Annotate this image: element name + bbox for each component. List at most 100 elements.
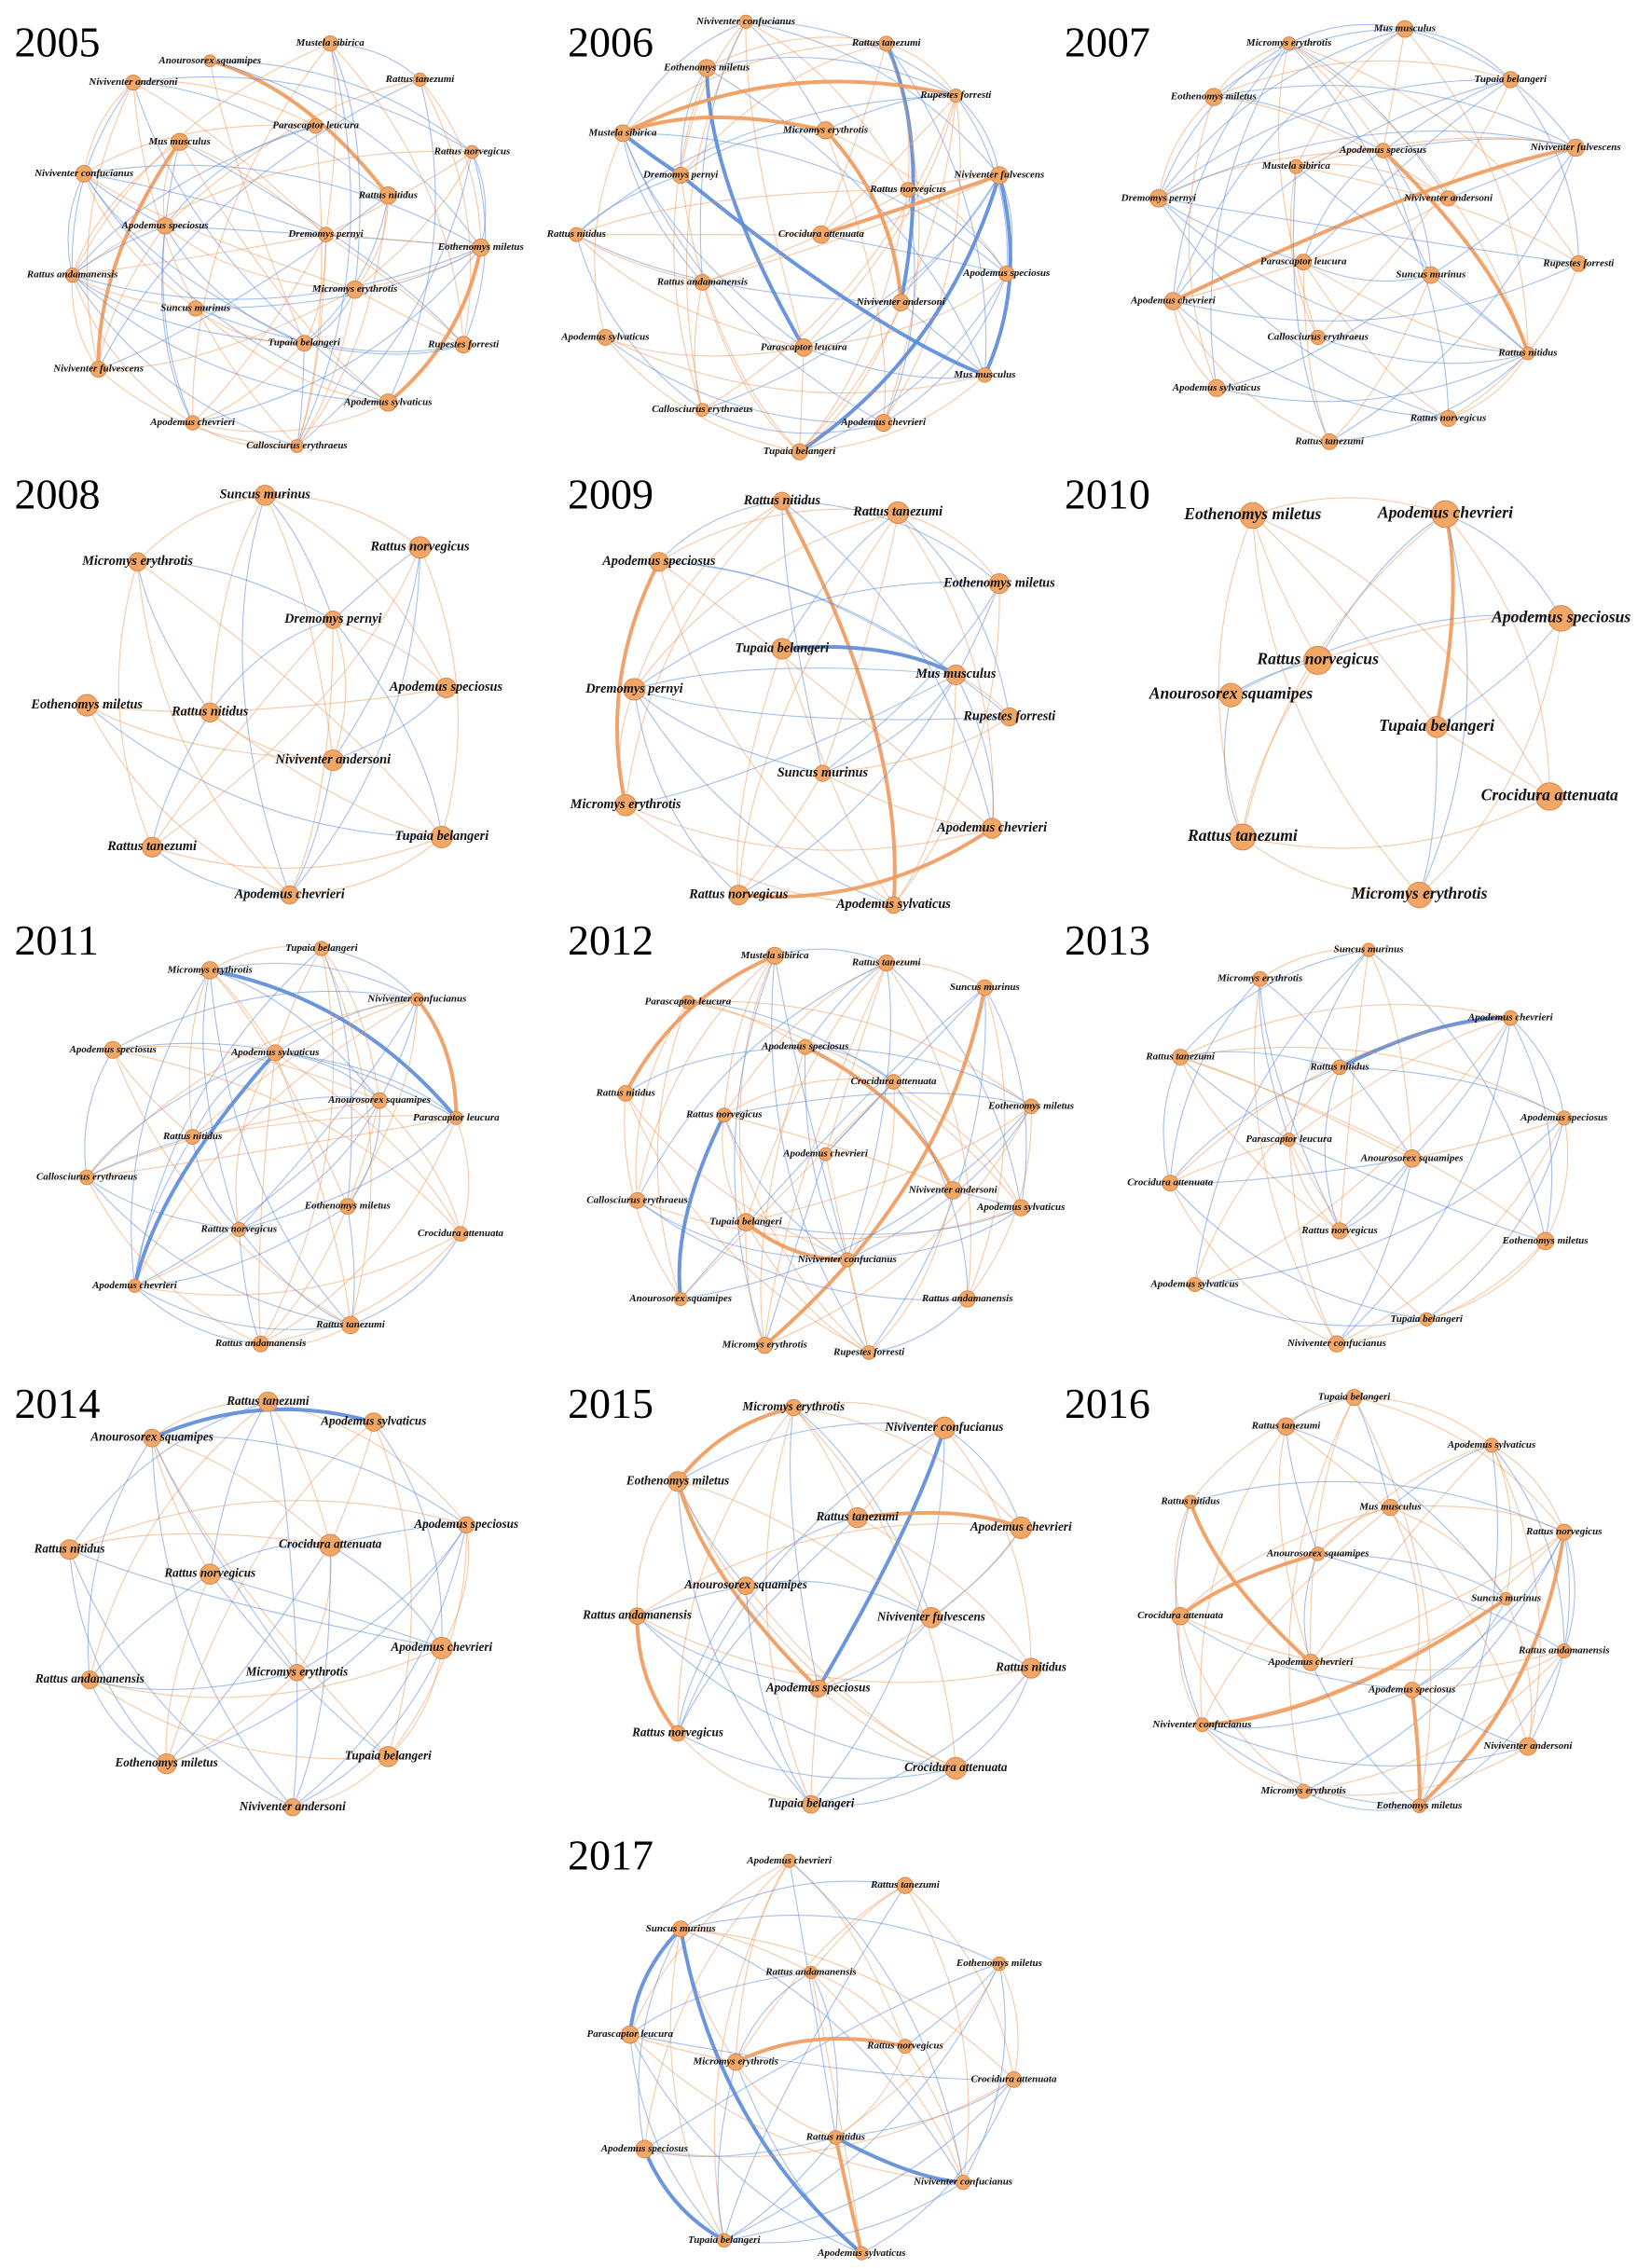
node-label: Apodemus chevrieri (1268, 1656, 1355, 1668)
node-label: Rupestes forresti (832, 1347, 905, 1358)
node-label: Rattus tanezumi (852, 504, 942, 519)
edge (1491, 1445, 1541, 1747)
edge (883, 43, 920, 423)
node-label: Apodemus speciosus (761, 1041, 848, 1052)
edge (706, 67, 985, 376)
edge (1194, 1117, 1565, 1285)
edge (137, 561, 443, 838)
node (694, 273, 711, 291)
edge (1242, 795, 1550, 849)
node (932, 1416, 956, 1439)
edge (1329, 352, 1529, 443)
node-label: Niviventer fulvescens (876, 1609, 985, 1623)
edge (1158, 198, 1579, 265)
node (267, 1044, 284, 1062)
edge (818, 1616, 932, 1689)
edge (834, 2136, 964, 2185)
node-label: Niviventer confucianus (1151, 1719, 1251, 1730)
edge (86, 1100, 380, 1178)
node (75, 165, 93, 183)
node (296, 335, 313, 352)
edge (1419, 618, 1562, 896)
node (128, 1279, 142, 1293)
edge (1213, 28, 1405, 98)
edges (1174, 1396, 1575, 1811)
edge (239, 1117, 457, 1230)
edge (209, 1574, 389, 1757)
year-label: 2006 (568, 19, 654, 66)
edge (681, 1915, 1000, 1965)
node-label: Mus musculus (147, 136, 210, 147)
node-label: Apodemus chevrieri (149, 417, 236, 428)
node (1439, 190, 1457, 207)
edge (1252, 515, 1319, 661)
node-label: Apodemus sylvaticus (835, 897, 951, 912)
node-label: Eothenomys miletus (115, 1755, 218, 1769)
node-label: Anourosorex squamipes (158, 55, 261, 66)
edge (1448, 352, 1529, 419)
node-label: Rattus norvegicus (433, 146, 511, 158)
year-label: 2009 (568, 470, 654, 517)
edge (98, 289, 355, 370)
node (364, 1412, 384, 1432)
edge (137, 494, 266, 563)
edge (622, 21, 747, 134)
edge (781, 644, 957, 677)
node-label: Dremomys pernyi (642, 170, 719, 181)
node-label: Apodemus sylvaticus (1447, 1439, 1535, 1450)
edge (1179, 1615, 1564, 1671)
edge (955, 95, 1008, 274)
edge (1328, 274, 1432, 443)
edge (72, 247, 481, 300)
node (1252, 970, 1268, 987)
edge (793, 1401, 945, 1429)
edge (1194, 949, 1369, 1285)
edge (1169, 1139, 1289, 1184)
node-label: Rattus nitidus (1497, 348, 1557, 359)
node (802, 1794, 820, 1814)
node (64, 268, 80, 283)
edge (824, 962, 887, 1155)
node (1520, 346, 1535, 361)
node (280, 885, 299, 905)
node (886, 1074, 901, 1090)
edge (1324, 1066, 1341, 1231)
network-panel: Rattus tanezumi Apodemus sylvaticus Anouro… (15, 1380, 518, 1817)
edge (625, 1093, 870, 1354)
node (861, 1345, 876, 1360)
node (794, 338, 813, 357)
edge (618, 689, 635, 805)
node (1570, 254, 1588, 272)
node-label: Suncus murinus (160, 302, 230, 313)
edge (209, 968, 458, 1120)
node-label: Rupestes forresti (919, 89, 992, 101)
edge (824, 130, 887, 423)
edge (84, 164, 482, 249)
edge (1259, 948, 1369, 980)
edge (179, 141, 464, 346)
edge (1285, 1426, 1319, 1555)
node (1310, 1546, 1326, 1561)
node-label: Rattus tanezumi (1145, 1052, 1216, 1063)
edge (1410, 1689, 1422, 1807)
node-label: Tupaia belangeri (285, 942, 358, 954)
node (1218, 682, 1244, 708)
edge (1213, 96, 1449, 199)
edge (72, 274, 389, 404)
node (738, 14, 753, 29)
node (185, 1129, 201, 1145)
edge (1296, 163, 1449, 199)
edge (723, 1092, 1032, 1116)
node (999, 707, 1019, 727)
edge (69, 1500, 467, 1550)
edge (745, 21, 909, 190)
edge (132, 82, 297, 447)
node (1162, 1175, 1179, 1192)
edge (1288, 43, 1529, 354)
node (254, 484, 276, 506)
node-label: Rattus nitidus (995, 1660, 1066, 1674)
edge (575, 94, 956, 236)
edge (296, 152, 473, 447)
node-label: Tupaia belangeri (394, 829, 488, 844)
edge (810, 1972, 964, 2183)
